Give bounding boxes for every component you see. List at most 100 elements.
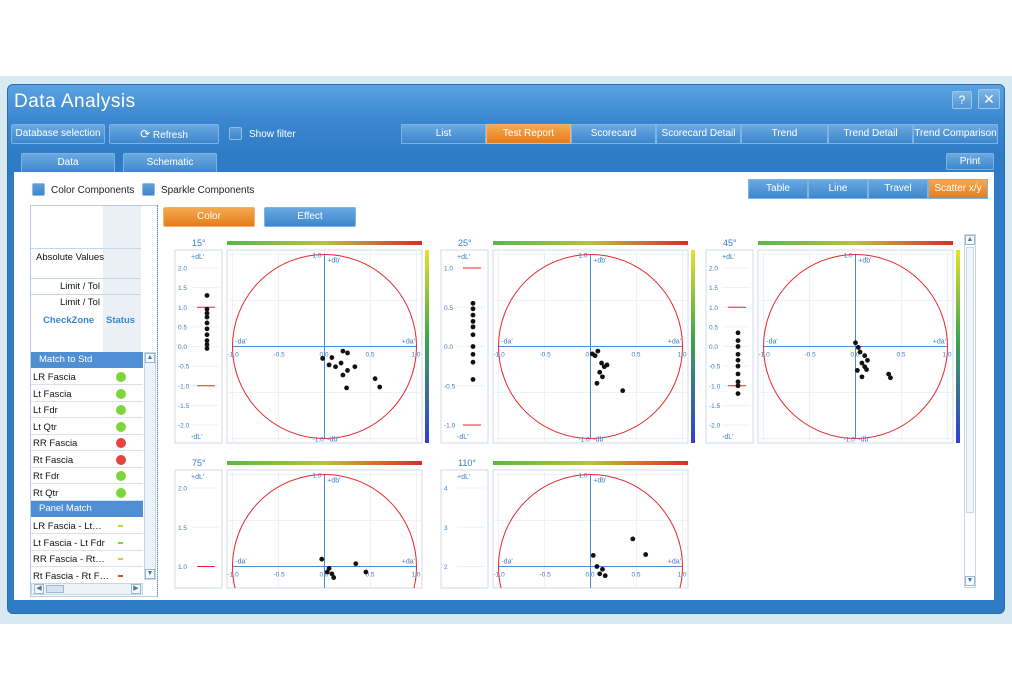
dL-data-point: [204, 338, 210, 344]
table-row[interactable]: Lt Fascia: [31, 386, 143, 402]
scroll-thumb[interactable]: [46, 585, 64, 593]
db-plus-label: +db': [593, 478, 606, 485]
chart-title: 75°: [192, 458, 206, 468]
splitter[interactable]: [157, 205, 158, 597]
dL-data-point: [735, 391, 741, 396]
db-minus-label: -db': [593, 437, 604, 444]
nav-tab-scorecard[interactable]: Scorecard: [571, 124, 656, 144]
status-indicator: [116, 454, 126, 465]
plots-vertical-scrollbar[interactable]: ▲ ▼: [964, 234, 976, 588]
row-name: Rt Qtr: [33, 487, 59, 499]
dL-plus-label: +dL': [191, 474, 204, 481]
data-point: [333, 364, 338, 370]
nav-tab-trend[interactable]: Trend: [741, 124, 828, 144]
view-mode-scatter-x-y[interactable]: Scatter x/y: [928, 179, 988, 199]
dL-data-point: [204, 310, 210, 316]
y-tick-label: 1.0: [579, 253, 588, 260]
table-row[interactable]: RR Fascia: [31, 435, 143, 451]
view-mode-line[interactable]: Line: [808, 179, 868, 199]
table-row[interactable]: Rt Fdr: [31, 468, 143, 484]
status-column-shade: [103, 206, 141, 352]
x-tick-label: 0.5: [632, 352, 641, 359]
dL-data-point: [735, 363, 741, 369]
da-minus-label: -da': [235, 559, 246, 566]
x-tick-label: 1.0: [678, 352, 687, 359]
scroll-right-icon[interactable]: ▶: [131, 584, 141, 594]
table-row[interactable]: Lt Fdr: [31, 402, 143, 418]
data-point: [594, 380, 600, 386]
table-row[interactable]: Lt Fascia - Lt Fdr: [31, 535, 143, 551]
table-row[interactable]: Lt Qtr: [31, 419, 143, 435]
table-row[interactable]: Rt Qtr: [31, 485, 143, 501]
show-filter-checkbox[interactable]: [229, 127, 242, 140]
view-mode-table[interactable]: Table: [748, 179, 808, 199]
dL-data-point: [470, 377, 476, 382]
data-point: [331, 575, 337, 580]
dL-tick-label: -2.0: [178, 423, 190, 430]
nav-tab-trend-comparison[interactable]: Trend Comparison: [913, 124, 998, 144]
scroll-up-icon[interactable]: ▲: [145, 353, 155, 363]
x-tick-label: -0.5: [805, 352, 817, 359]
nav-tab-list[interactable]: List: [401, 124, 486, 144]
table-vertical-scrollbar[interactable]: ▲ ▼: [144, 352, 156, 580]
color-subview-tab[interactable]: Color: [163, 207, 255, 227]
table-horizontal-scrollbar[interactable]: ◀ ▶: [31, 583, 143, 595]
data-point: [329, 355, 335, 360]
vertical-gradient-bar: [425, 250, 429, 443]
tolerance-circle: [498, 254, 683, 439]
tab-schematic[interactable]: Schematic: [123, 153, 217, 174]
dL-data-point: [735, 383, 741, 389]
limit-tol-label: Limit / Tol: [60, 297, 100, 308]
scroll-left-icon[interactable]: ◀: [34, 584, 44, 594]
nav-tab-trend-detail[interactable]: Trend Detail: [828, 124, 913, 144]
dL-data-point: [735, 344, 741, 349]
dL-tick-label: 1.0: [178, 564, 187, 571]
dL-tick-label: 4: [444, 486, 448, 493]
data-point: [372, 376, 378, 382]
dL-tick-label: -1.5: [178, 403, 190, 410]
x-tick-label: 0.0: [586, 352, 595, 359]
x-tick-label: 0.5: [366, 352, 375, 359]
color-components-checkbox[interactable]: [32, 183, 45, 196]
table-row[interactable]: LR Fascia - Lt…: [31, 518, 143, 534]
data-point: [345, 350, 350, 356]
x-tick-label: -1.0: [759, 352, 771, 359]
vertical-gradient-bar: [691, 250, 695, 443]
db-plus-label: +db': [593, 258, 606, 265]
database-selection-button[interactable]: Database selection: [11, 124, 105, 144]
tolerance-circle: [232, 474, 417, 588]
data-point: [590, 553, 596, 558]
sparkle-components-checkbox[interactable]: [142, 183, 155, 196]
scroll-up-icon[interactable]: ▲: [965, 235, 975, 245]
dL-data-point: [735, 357, 741, 363]
table-row[interactable]: RR Fascia - Rt…: [31, 551, 143, 567]
scroll-thumb[interactable]: [966, 247, 974, 513]
scroll-down-icon[interactable]: ▼: [145, 569, 155, 579]
x-tick-label: 0.5: [366, 572, 375, 579]
effect-subview-tab[interactable]: Effect: [264, 207, 356, 227]
scroll-down-icon[interactable]: ▼: [965, 576, 975, 586]
data-point: [862, 353, 868, 359]
table-row[interactable]: LR Fascia: [31, 369, 143, 385]
row-name: Lt Fdr: [33, 405, 58, 416]
chart-title: 45°: [723, 238, 737, 248]
refresh-button[interactable]: ⟳ Refresh: [109, 124, 219, 144]
data-point: [345, 368, 350, 373]
dL-data-point: [470, 344, 476, 349]
view-mode-travel[interactable]: Travel: [868, 179, 928, 199]
y-tick-label: -1.0: [313, 437, 325, 444]
close-button[interactable]: ✕: [978, 89, 1000, 109]
dL-data-point: [470, 332, 476, 338]
data-point: [602, 573, 608, 579]
da-plus-label: +da': [668, 559, 681, 566]
x-tick-label: 0.5: [632, 572, 641, 579]
table-row[interactable]: Rt Fascia: [31, 452, 143, 468]
nav-tab-scorecard-detail[interactable]: Scorecard Detail: [656, 124, 741, 144]
data-point: [329, 571, 335, 577]
status-indicator: [116, 438, 126, 448]
help-button[interactable]: ?: [952, 91, 972, 109]
dL-data-point: [204, 332, 210, 338]
nav-tab-test-report[interactable]: Test Report: [486, 124, 571, 144]
print-button[interactable]: Print: [946, 153, 994, 170]
row-name: Rt Fascia: [33, 454, 74, 466]
